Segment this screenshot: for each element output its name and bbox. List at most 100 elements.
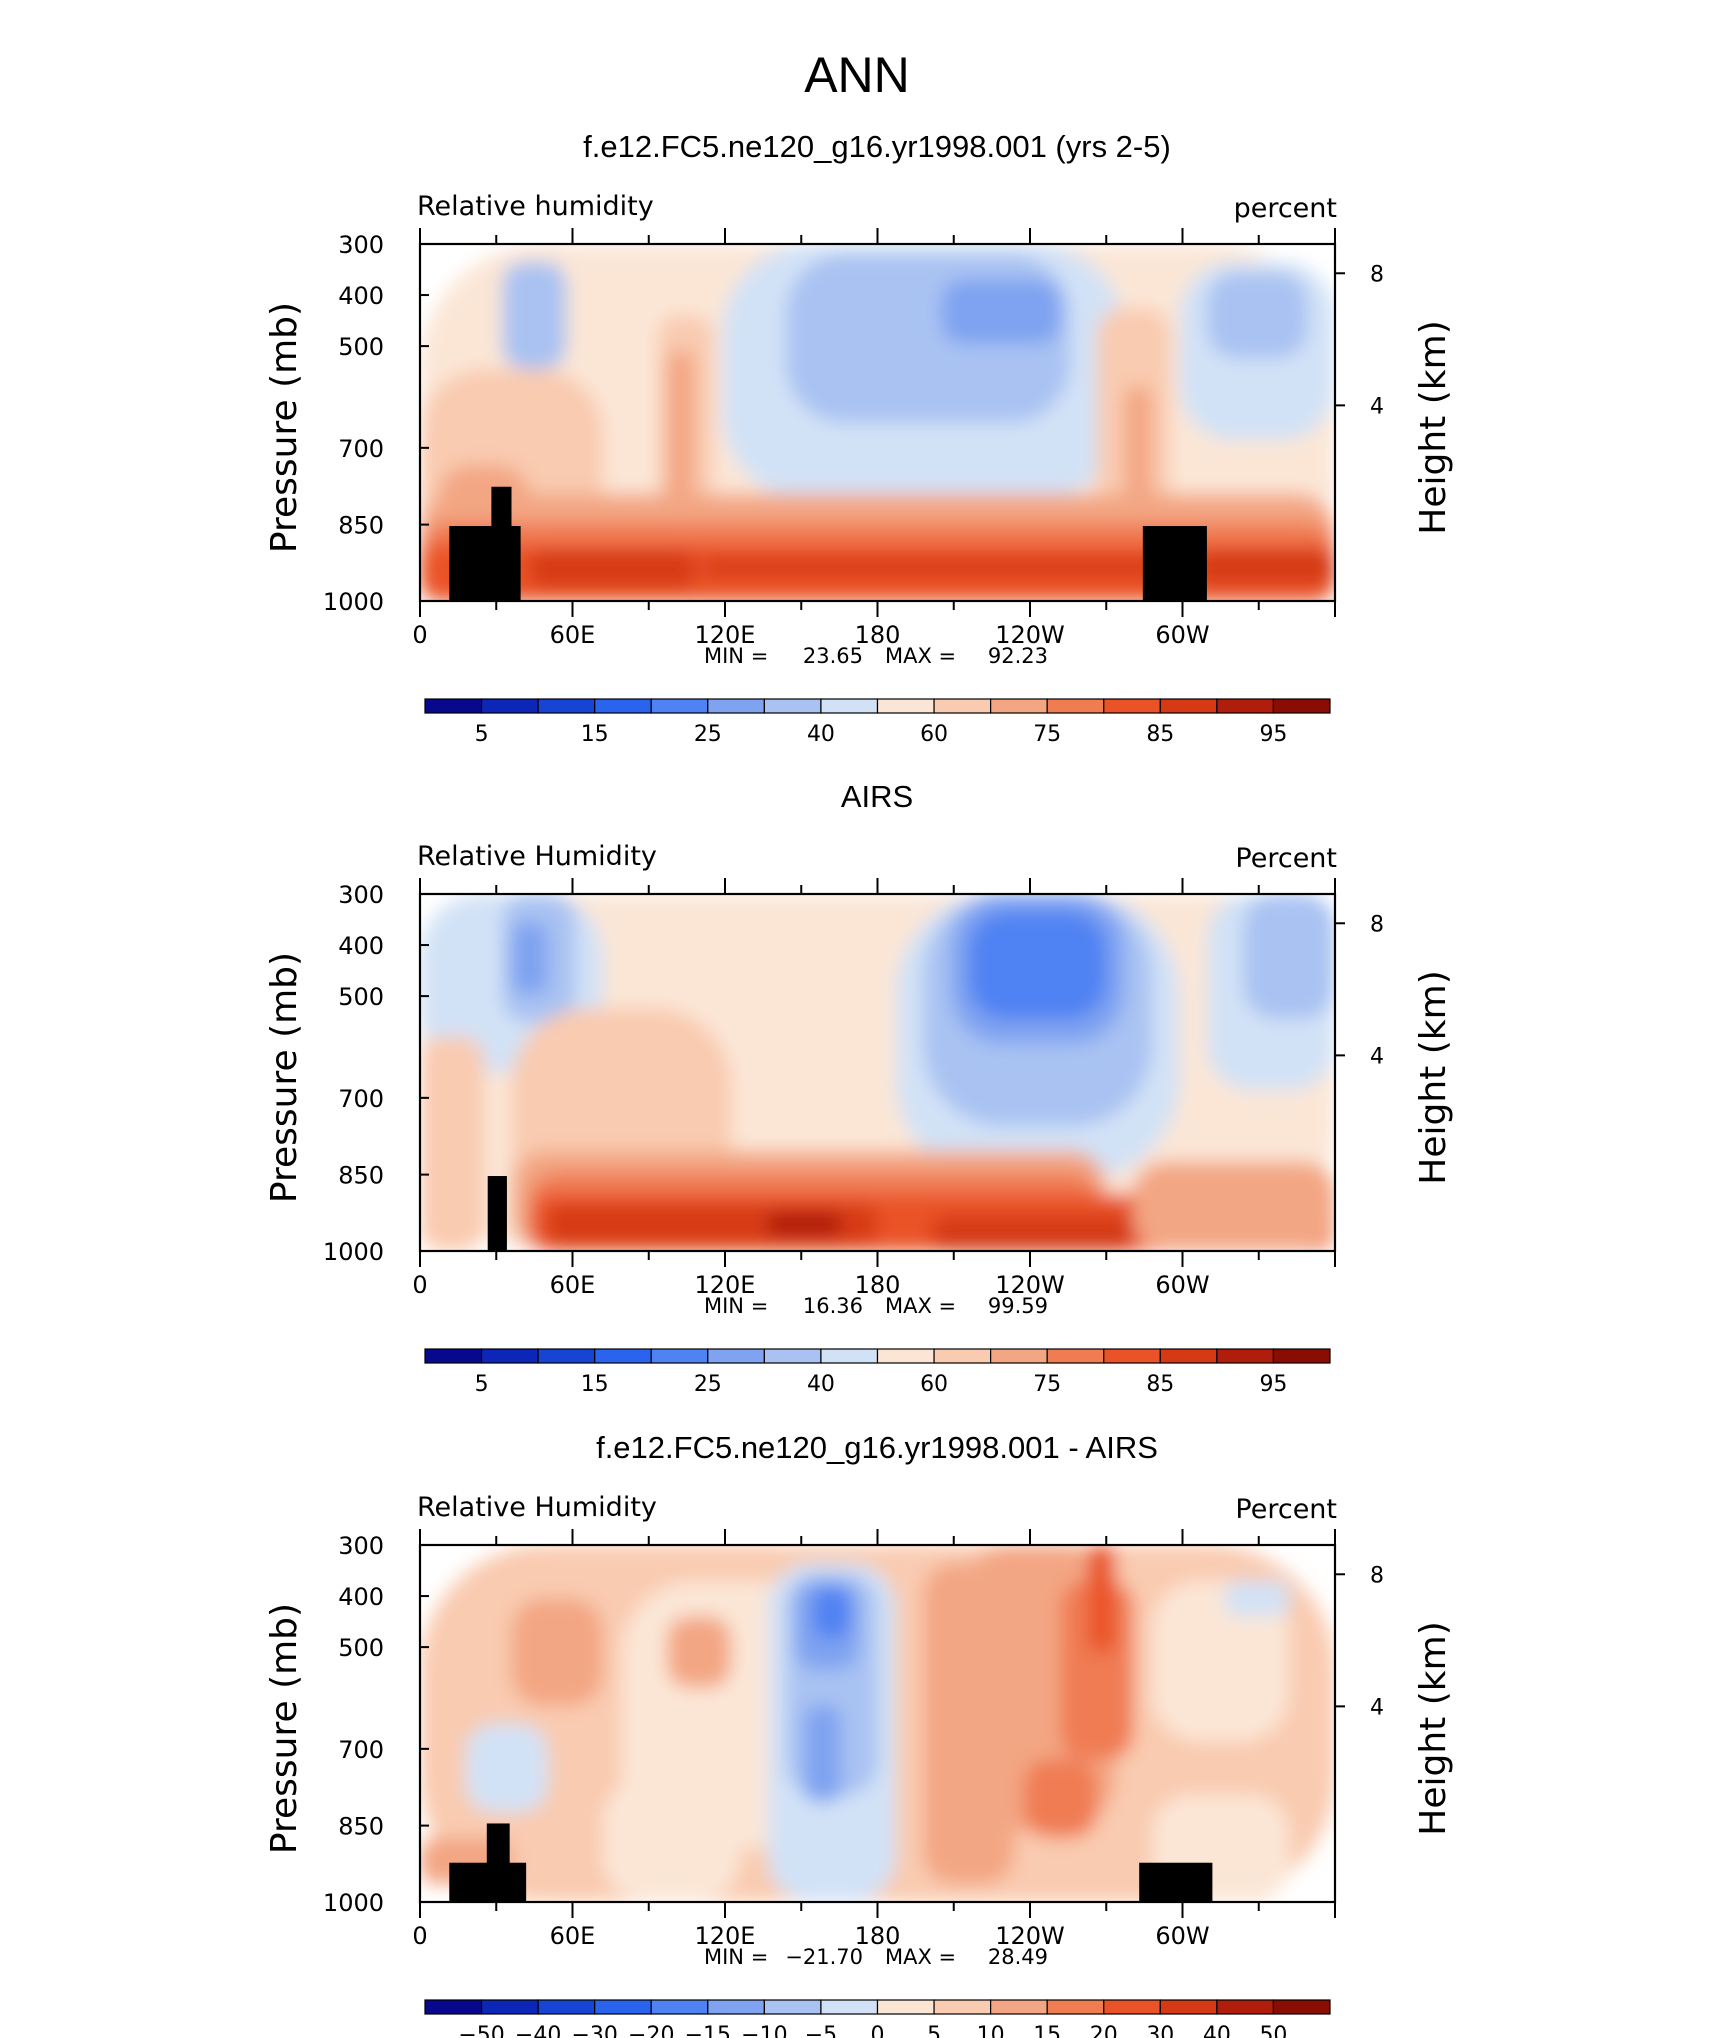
y-right-tick-label: 8 [1370, 912, 1384, 937]
colorbar-tick-label: 25 [694, 722, 722, 747]
colorbar-swatch [1272, 1999, 1331, 2015]
colorbar-swatch [1103, 1348, 1161, 1364]
x-tick-label: 120W [995, 1922, 1065, 1950]
colorbar-swatch [650, 1348, 709, 1364]
colorbar-tick-label: 95 [1259, 722, 1287, 747]
max-value: 28.49 [988, 1945, 1048, 1969]
colorbar-swatch [933, 1999, 992, 2015]
colorbar-swatch [1272, 1348, 1331, 1364]
y-right-tick-label: 4 [1370, 394, 1384, 419]
x-tick-label: 180 [855, 1271, 901, 1299]
colorbar-tick-label: 25 [694, 1372, 722, 1397]
contour-region [932, 1215, 1134, 1251]
colorbar-swatch [1103, 698, 1161, 714]
colorbar-swatch [650, 1999, 709, 2015]
land-mask [449, 1862, 527, 1902]
page-title: ANN [804, 47, 910, 103]
x-tick-label: 60W [1155, 1271, 1209, 1299]
contour-region [969, 911, 1107, 1019]
colorbar-tick-label: −10 [741, 2023, 787, 2038]
contour-region [1023, 1759, 1098, 1838]
colorbar-swatch [876, 1999, 935, 2015]
colorbar-tick-label: 0 [871, 2023, 885, 2038]
panel-title: f.e12.FC5.ne120_g16.yr1998.001 (yrs 2-5) [583, 129, 1171, 164]
colorbar-swatch [594, 1999, 652, 2015]
land-mask [449, 526, 521, 601]
min-label: MIN = [704, 1945, 768, 1969]
left-label: Relative Humidity [417, 841, 657, 872]
colorbar-tick-label: −15 [685, 2023, 731, 2038]
colorbar-tick-label: −40 [515, 2023, 561, 2038]
colorbar-tick-label: 40 [807, 722, 835, 747]
y-tick-label: 1000 [323, 1238, 384, 1266]
y-axis-label: Pressure (mb) [264, 1603, 305, 1854]
colorbar-swatch [1046, 1999, 1105, 2015]
colorbar-tick-label: 95 [1259, 1372, 1287, 1397]
colorbar-swatch [594, 698, 652, 714]
contour-field [420, 244, 1335, 601]
colorbar-tick-label: −20 [628, 2023, 674, 2038]
colorbar-swatch [707, 1999, 765, 2015]
colorbar-tick-label: 15 [581, 1372, 609, 1397]
x-tick-label: 0 [412, 1922, 427, 1950]
land-mask [1142, 526, 1207, 601]
colorbar-tick-label: 75 [1033, 1372, 1061, 1397]
y-tick-label: 700 [338, 435, 384, 463]
y-tick-label: 700 [338, 1085, 384, 1113]
colorbar-swatch [480, 1348, 539, 1364]
colorbar-tick-label: −30 [571, 2023, 617, 2038]
y-right-tick-label: 8 [1370, 262, 1384, 287]
contour-region [804, 1705, 841, 1803]
y-tick-label: 400 [338, 932, 384, 960]
colorbar-swatch [1159, 1348, 1218, 1364]
colorbar-swatch [1216, 1348, 1275, 1364]
colorbar-swatch [594, 1348, 652, 1364]
colorbar-swatch [820, 1348, 879, 1364]
left-label: Relative Humidity [417, 1492, 657, 1523]
max-label: MAX = [885, 1945, 956, 1969]
colorbar-swatch [1103, 1999, 1161, 2015]
right-label: percent [1234, 193, 1337, 224]
colorbar-swatch [1272, 698, 1331, 714]
contour-region [1243, 894, 1335, 1019]
y-tick-label: 300 [338, 881, 384, 909]
contour-region [667, 1616, 732, 1688]
contour-field [420, 894, 1335, 1251]
max-value: 99.59 [988, 1294, 1048, 1318]
contour-region [1087, 1545, 1116, 1653]
colorbar-swatch [480, 698, 539, 714]
land-mask [486, 1823, 510, 1867]
y-right-tick-label: 4 [1370, 1044, 1384, 1069]
colorbar-swatch [1159, 1999, 1218, 2015]
colorbar-swatch [1046, 698, 1105, 714]
contour-region [1152, 1580, 1290, 1742]
panels: f.e12.FC5.ne120_g16.yr1998.001 (yrs 2-5)… [264, 129, 1454, 2038]
y-right-axis-label: Height (km) [1413, 1621, 1454, 1835]
contour-field [420, 1545, 1335, 1902]
colorbar-swatch [876, 1348, 935, 1364]
colorbar-tick-label: 40 [807, 1372, 835, 1397]
panel-1: f.e12.FC5.ne120_g16.yr1998.001 (yrs 2-5)… [264, 129, 1454, 747]
contour-region [767, 1211, 841, 1237]
y-axis-label: Pressure (mb) [264, 952, 305, 1203]
contour-region [420, 1036, 485, 1251]
contour-region [511, 1598, 603, 1706]
colorbar-tick-label: 40 [1203, 2023, 1231, 2038]
colorbar-swatch [424, 1999, 483, 2015]
colorbar-tick-label: 15 [581, 722, 609, 747]
colorbar-tick-label: 5 [927, 2023, 941, 2038]
colorbar-tick-label: −50 [458, 2023, 504, 2038]
y-tick-label: 300 [338, 1532, 384, 1560]
y-tick-label: 850 [338, 1162, 384, 1190]
colorbar-tick-label: 5 [475, 1372, 489, 1397]
y-right-axis-label: Height (km) [1413, 970, 1454, 1184]
max-label: MAX = [885, 1294, 956, 1318]
y-tick-label: 1000 [323, 588, 384, 616]
colorbar-swatch [707, 1348, 765, 1364]
y-right-tick-label: 4 [1370, 1695, 1384, 1720]
y-tick-label: 500 [338, 1634, 384, 1662]
colorbar-swatch [933, 698, 992, 714]
contour-region [941, 279, 1061, 344]
